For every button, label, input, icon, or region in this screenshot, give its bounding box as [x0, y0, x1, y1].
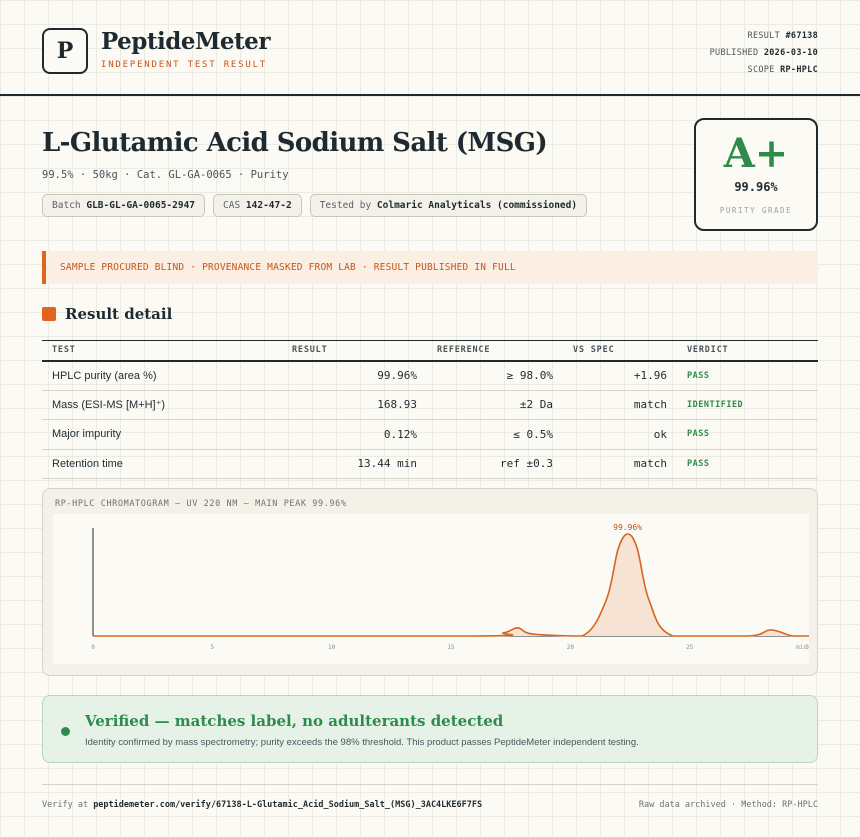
blind-sample-notice: SAMPLE PROCURED BLIND · PROVENANCE MASKE…	[42, 251, 818, 284]
x-tick-label: 25	[686, 644, 694, 651]
brand-name: PeptideMeter	[101, 28, 270, 55]
test-name: Mass (ESI-MS [M+H]⁺)	[42, 390, 282, 420]
test-result: 0.12%	[282, 419, 427, 450]
x-tick-label: 5	[211, 644, 215, 651]
verified-text: Identity confirmed by mass spectrometry;…	[85, 737, 639, 748]
chart-title: RP-HPLC CHROMATOGRAM — UV 220 NM — MAIN …	[55, 499, 347, 509]
col-test: TEST	[42, 340, 282, 362]
chromatogram-line	[93, 533, 809, 637]
batch-chip: Batch GLB-GL-GA-0065-2947	[42, 194, 206, 217]
product-chips: Batch GLB-GL-GA-0065-2947 CAS 142-47-2 T…	[42, 194, 588, 217]
grade-letter: A+	[723, 130, 789, 177]
test-verdict: PASS	[677, 360, 818, 391]
test-name: Major impurity	[42, 419, 282, 450]
result-label: RESULT	[747, 31, 781, 41]
x-tick-label: 0	[91, 644, 95, 651]
batch-label: Batch	[52, 200, 81, 211]
published-label: PUBLISHED	[709, 48, 759, 58]
section-title: Result detail	[65, 305, 173, 323]
x-unit-label: min	[796, 644, 807, 651]
test-vs-spec: match	[563, 449, 677, 479]
result-meta: RESULT #67138 PUBLISHED 2026-03-10 SCOPE…	[710, 28, 818, 79]
cas-label: CAS	[223, 200, 241, 211]
verified-title: Verified — matches label, no adulterants…	[85, 712, 504, 730]
result-table: TEST RESULT REFERENCE VS SPEC VERDICT HP…	[42, 340, 818, 479]
section-square-icon	[42, 307, 56, 321]
peak-label: 99.96%	[613, 523, 642, 532]
test-result: 13.44 min	[282, 449, 427, 479]
test-name: HPLC purity (area %)	[42, 360, 282, 391]
scope-label: SCOPE	[747, 65, 775, 75]
test-vs-spec: +1.96	[563, 360, 677, 391]
peak-fill-area	[93, 533, 809, 636]
col-vs-spec: VS SPEC	[563, 340, 677, 362]
test-vs-spec: match	[563, 390, 677, 420]
batch-value: GLB-GL-GA-0065-2947	[86, 200, 196, 211]
test-verdict: IDENTIFIED	[677, 390, 818, 420]
footer-method: Raw data archived · Method: RP-HPLC	[638, 800, 818, 810]
chart-plot-area: 99.96%051015202530min	[53, 514, 813, 664]
result-detail-heading: Result detail	[42, 305, 172, 323]
test-name: Retention time	[42, 449, 282, 479]
test-reference: ref ±0.3	[427, 449, 563, 479]
verified-dot-icon	[61, 727, 70, 736]
test-reference: ±2 Da	[427, 390, 563, 420]
grade-label: PURITY GRADE	[719, 206, 793, 215]
result-id: #67138	[785, 31, 818, 41]
scope-value: RP-HPLC	[780, 65, 818, 75]
test-reference: ≥ 98.0%	[427, 360, 563, 391]
page-footer: Verify at peptidemeter.com/verify/67138-…	[42, 784, 818, 810]
test-verdict: PASS	[677, 419, 818, 450]
tested-by-chip: Tested by Colmaric Analyticals (commissi…	[309, 194, 588, 217]
test-reference: ≤ 0.5%	[427, 419, 563, 450]
table-row: Mass (ESI-MS [M+H]⁺) 168.93 ±2 Da match …	[42, 390, 818, 420]
product-title: L-Glutamic Acid Sodium Salt (MSG)	[42, 128, 548, 158]
test-result: 168.93	[282, 390, 427, 420]
x-tick-label: 20	[567, 644, 575, 651]
table-header-row: TEST RESULT REFERENCE VS SPEC VERDICT	[42, 340, 818, 362]
tested-by-value: Colmaric Analyticals (commissioned)	[376, 200, 578, 211]
page-header: P PeptideMeter INDEPENDENT TEST RESULT R…	[0, 0, 860, 96]
chromatogram-panel: RP-HPLC CHROMATOGRAM — UV 220 NM — MAIN …	[42, 488, 818, 676]
verify-link[interactable]: peptidemeter.com/verify/67138-L-Glutamic…	[93, 800, 483, 810]
published-date: 2026-03-10	[763, 48, 818, 58]
test-verdict: PASS	[677, 449, 818, 479]
tested-by-label: Tested by	[319, 200, 372, 211]
table-row: HPLC purity (area %) 99.96% ≥ 98.0% +1.9…	[42, 360, 818, 391]
grade-card: A+ 99.96% PURITY GRADE	[694, 118, 818, 231]
col-verdict: VERDICT	[677, 340, 818, 362]
table-row: Major impurity 0.12% ≤ 0.5% ok PASS	[42, 419, 818, 450]
verify-label: Verify at	[42, 800, 89, 810]
col-reference: REFERENCE	[427, 340, 563, 362]
test-vs-spec: ok	[563, 419, 677, 450]
x-tick-label: 15	[447, 644, 455, 651]
col-result: RESULT	[282, 340, 427, 362]
grade-percent: 99.96%	[734, 180, 778, 194]
test-result: 99.96%	[282, 360, 427, 391]
cas-value: 142-47-2	[245, 200, 292, 211]
brand-tagline: INDEPENDENT TEST RESULT	[101, 60, 268, 70]
table-row: Retention time 13.44 min ref ±0.3 match …	[42, 449, 818, 479]
logo-icon: P	[42, 28, 88, 74]
product-subline: 99.5% · 50kg · Cat. GL-GA-0065 · Purity	[42, 169, 289, 181]
verified-banner: Verified — matches label, no adulterants…	[42, 695, 818, 763]
x-tick-label: 10	[328, 644, 336, 651]
chromatogram-chart: 99.96%051015202530min	[91, 523, 813, 651]
cas-chip: CAS 142-47-2	[213, 194, 302, 217]
